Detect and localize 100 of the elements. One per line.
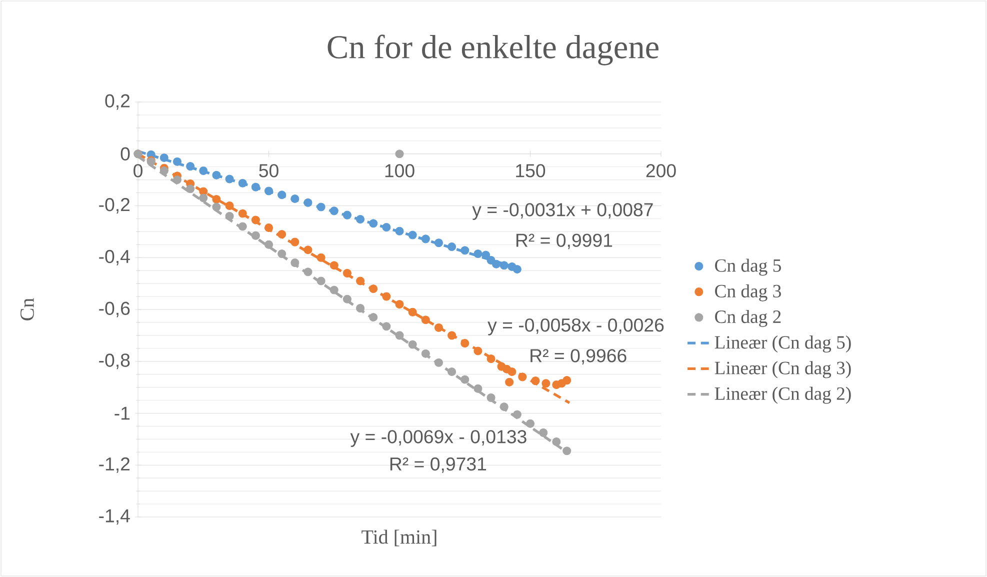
annotation: R² = 0,9966 xyxy=(530,349,626,365)
point xyxy=(264,240,274,249)
y-tick-label: -1 xyxy=(114,406,130,420)
legend-label: Lineær (Cn dag 5) xyxy=(714,336,851,353)
point xyxy=(486,354,496,364)
point xyxy=(500,261,508,270)
point xyxy=(408,308,417,316)
point xyxy=(395,331,404,340)
y-tick-label: -0,6 xyxy=(99,302,130,318)
annotation: R² = 0,9731 xyxy=(390,457,486,473)
point xyxy=(225,174,234,184)
point xyxy=(330,206,338,216)
point xyxy=(225,201,234,210)
point xyxy=(474,249,482,258)
y-tick-label: -0,2 xyxy=(99,198,130,214)
point xyxy=(160,166,168,175)
point xyxy=(290,258,300,268)
point xyxy=(542,379,550,388)
point xyxy=(518,372,527,382)
x-tick-label: 100 xyxy=(385,164,414,178)
point xyxy=(505,378,514,386)
point xyxy=(330,286,338,294)
point xyxy=(408,340,417,349)
point xyxy=(434,238,443,248)
point xyxy=(278,249,286,258)
point xyxy=(304,198,312,207)
point xyxy=(238,209,247,218)
point xyxy=(304,268,312,276)
point xyxy=(369,219,378,228)
point xyxy=(186,184,195,194)
point xyxy=(552,438,561,446)
point xyxy=(278,230,286,239)
point xyxy=(212,202,221,212)
point xyxy=(526,419,535,428)
chart-title: Cn for de enkelte dagene xyxy=(328,34,658,66)
point xyxy=(172,176,182,184)
legend-label: Cn dag 5 xyxy=(715,258,781,276)
point xyxy=(421,234,430,244)
legend-label: Lineær (Cn dag 2) xyxy=(714,386,851,404)
point xyxy=(382,292,391,301)
point xyxy=(369,284,378,294)
y-tick-label: 0 xyxy=(120,147,130,160)
point xyxy=(474,384,482,393)
x-tick-label: 150 xyxy=(516,164,546,178)
point xyxy=(486,393,496,402)
legend-label: Lineær (Cn dag 3) xyxy=(714,361,851,378)
point xyxy=(382,322,391,331)
y-tick-label: -0,8 xyxy=(99,354,130,370)
point xyxy=(448,331,456,340)
point xyxy=(290,238,300,246)
point xyxy=(172,157,182,166)
point xyxy=(251,216,260,224)
point xyxy=(500,402,508,412)
point xyxy=(304,246,312,254)
point xyxy=(238,222,247,231)
point xyxy=(482,250,490,260)
point xyxy=(342,210,352,220)
y-tick-label: -1,2 xyxy=(99,457,130,473)
x-tick-label: 0 xyxy=(134,164,142,178)
legend-label: Cn dag 2 xyxy=(715,310,781,327)
y-axis-title: Cn xyxy=(20,298,34,320)
point xyxy=(448,367,456,376)
point xyxy=(356,214,365,224)
legend-label: Cn dag 3 xyxy=(715,284,781,302)
annotation: R² = 0,9991 xyxy=(516,234,612,250)
point xyxy=(512,265,522,274)
x-axis-title: Tid [min] xyxy=(362,530,436,546)
point xyxy=(474,346,482,356)
point xyxy=(264,224,274,232)
point xyxy=(316,253,326,262)
point xyxy=(448,242,456,251)
point xyxy=(434,323,443,332)
point xyxy=(421,349,430,358)
point xyxy=(238,178,247,188)
point xyxy=(508,367,516,376)
point xyxy=(251,182,260,192)
point xyxy=(562,376,572,385)
point xyxy=(512,410,522,419)
point xyxy=(531,376,540,386)
x-tick-label: 50 xyxy=(259,164,278,178)
point xyxy=(421,316,430,324)
point xyxy=(251,231,260,240)
point xyxy=(434,358,443,367)
point xyxy=(160,153,168,162)
point xyxy=(395,300,404,309)
point xyxy=(382,222,391,232)
point xyxy=(199,166,208,175)
point xyxy=(212,194,221,204)
point xyxy=(562,446,572,456)
point xyxy=(186,162,195,171)
point xyxy=(408,230,417,240)
point xyxy=(290,194,300,204)
point xyxy=(369,313,378,322)
point xyxy=(316,276,326,286)
point xyxy=(278,190,286,200)
point xyxy=(342,268,352,278)
point xyxy=(225,212,234,220)
x-tick-label: 200 xyxy=(646,164,676,178)
point xyxy=(539,428,548,437)
point xyxy=(356,304,365,312)
